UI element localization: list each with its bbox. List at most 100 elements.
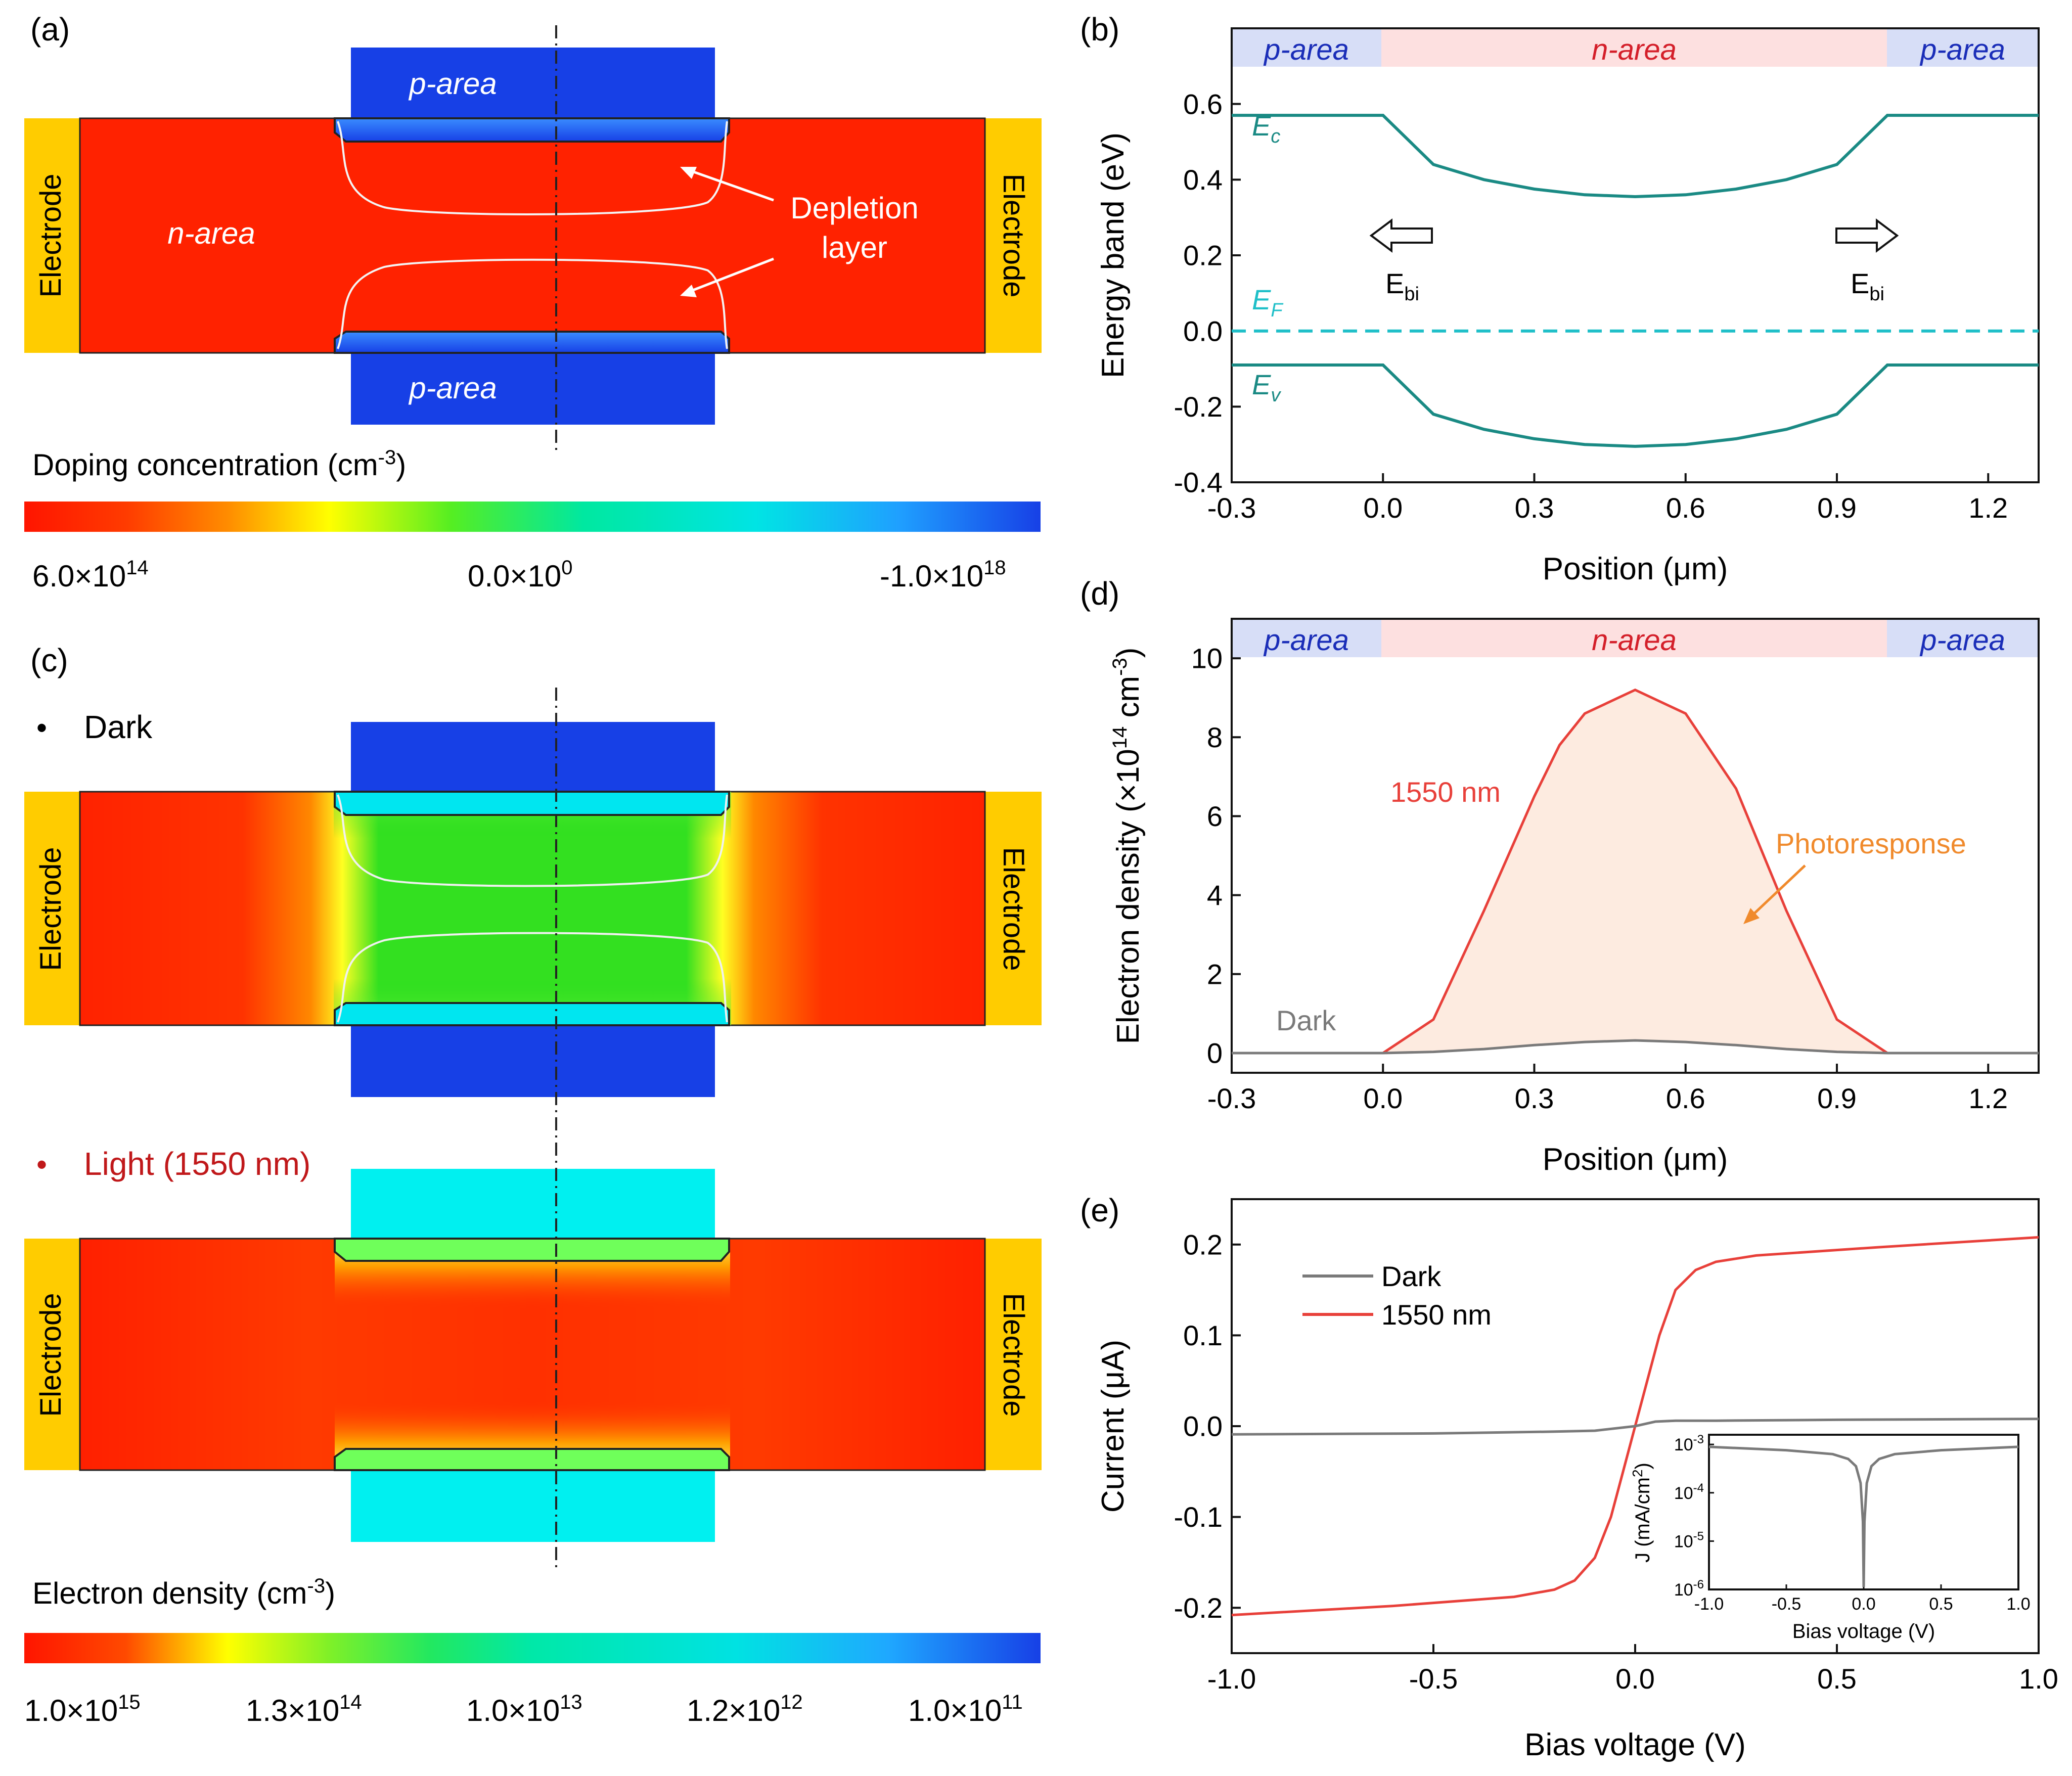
built-in-field-arrow-right [1835, 218, 1899, 253]
region-label-n-b: n-area [1592, 33, 1677, 66]
x-axis-label-d: Position (μm) [1543, 1142, 1728, 1177]
dark-right-electrode [985, 792, 1042, 1025]
doping-colorbar [24, 502, 1041, 532]
dark-depletion-top [337, 794, 728, 887]
inset-y-tick-label: 10-6 [1674, 1578, 1704, 1600]
region-band-p-right-b [1887, 28, 2039, 67]
x-tick-label: 1.2 [1968, 1082, 2008, 1114]
x-tick-label: 1.2 [1968, 492, 2008, 524]
light-n-area-vertical-shade [335, 1239, 730, 1470]
x-tick-label: 0.6 [1666, 1082, 1705, 1114]
photoresponse-arrowhead [1743, 908, 1760, 924]
depletion-arrow-bottom [685, 257, 774, 295]
electron-tick-1: 1.3×1014 [246, 1691, 362, 1727]
inset-y-tick-label: 10-5 [1674, 1529, 1704, 1551]
series-d [1232, 688, 2039, 1055]
y-tick-label: 0.4 [1183, 164, 1223, 196]
panel-c: (c) • Dark Electrode Electrode • Light (… [24, 642, 1042, 1727]
y-tick-label: 0.2 [1183, 240, 1223, 271]
built-in-field-arrow-left [1369, 218, 1433, 253]
light-left-electrode [24, 1239, 80, 1470]
plot-frame-b [1231, 27, 2040, 483]
p-n-junction-bottom [334, 331, 730, 354]
series-e [1231, 1236, 2039, 1617]
depletion-boundary-top [337, 121, 728, 215]
inset-x-tick-label: 0.5 [1929, 1595, 1953, 1614]
dark-electrode-left-label: Electrode [34, 847, 67, 971]
y-tick-label: -0.1 [1174, 1501, 1223, 1533]
inset-x-axis-label: Bias voltage (V) [1792, 1620, 1935, 1643]
series-dark-line [1231, 1418, 2039, 1436]
left-electrode [24, 118, 80, 353]
x-tick-label: 0.3 [1515, 492, 1554, 524]
electrode-right-label: Electrode [997, 173, 1030, 297]
doping-tick-0: 6.0×1014 [32, 557, 149, 593]
dark-left-electrode [24, 792, 80, 1025]
valence-band-line [1232, 363, 2039, 448]
electron-tick-3: 1.2×1012 [687, 1691, 803, 1727]
x-axis-label-e: Bias voltage (V) [1524, 1727, 1746, 1762]
inset-x-tick-label: -0.5 [1772, 1595, 1801, 1614]
panel-e: (e) -0.2-0.10.00.10.2 -1.0 -0.5 0.0 0.5 1.0 … [1080, 1192, 2058, 1762]
light-p-area-bottom [351, 1469, 715, 1542]
light-junction-bottom [334, 1448, 730, 1471]
panel-c-label: (c) [30, 642, 68, 678]
inset-y-ticks: 10-3 10-4 10-5 10-6 [1674, 1433, 1714, 1600]
region-label-p-left-b: p-area [1263, 33, 1349, 66]
electron-tick-0: 1.0×1015 [24, 1691, 141, 1727]
ebi-label-left: Ebi [1385, 267, 1419, 305]
dark-junction-top [334, 791, 730, 816]
y-tick-label: -0.2 [1174, 391, 1223, 423]
light-junction-top [334, 1238, 730, 1262]
y-tick-label: 4 [1207, 879, 1223, 911]
dark-condition-label: Dark [84, 709, 153, 745]
ev-label: Ev [1252, 369, 1281, 406]
region-band-n-b [1381, 28, 1887, 67]
x-ticks-b: -0.3 0.0 0.3 0.6 0.9 1.2 [1207, 473, 2008, 524]
y-tick-label: 10 [1191, 643, 1223, 674]
p-area-top-block [351, 48, 715, 128]
series-b [1232, 114, 2039, 448]
x-tick-label: -1.0 [1207, 1663, 1256, 1695]
x-ticks-d: -0.3 0.0 0.3 0.6 0.9 1.2 [1207, 1064, 2008, 1114]
y-tick-label: 0.6 [1183, 88, 1223, 120]
x-ticks-e: -1.0 -0.5 0.0 0.5 1.0 [1207, 1644, 2058, 1695]
depletion-arrowhead-bottom [680, 285, 697, 297]
ec-label: Ec [1252, 110, 1280, 147]
y-axis-label-e: Current (μA) [1096, 1340, 1131, 1513]
dark-p-area-top [351, 722, 715, 794]
doping-tick-1: 0.0×100 [468, 557, 572, 593]
region-label-p-right-b: p-area [1919, 33, 2005, 66]
x-tick-label: 0.6 [1666, 492, 1705, 524]
light-p-area-top [351, 1169, 715, 1239]
dark-p-area-bottom [351, 1024, 715, 1097]
y-tick-label: -0.4 [1174, 467, 1223, 498]
p-n-junction-top [334, 117, 730, 143]
light-right-electrode [985, 1239, 1042, 1470]
plot-frame-d [1231, 618, 2040, 1074]
label-photoresponse: Photoresponse [1776, 828, 1966, 859]
y-tick-label: 6 [1207, 800, 1223, 832]
doping-colorbar-title: Doping concentration (cm-3) [32, 446, 406, 482]
y-tick-label: 0.0 [1183, 1410, 1223, 1442]
y-tick-label: 0.2 [1183, 1228, 1223, 1260]
y-axis-label-b: Energy band (eV) [1096, 132, 1131, 378]
p-area-bottom-block [351, 346, 715, 425]
panel-b: (b) p-area n-area p-area -0.4 -0.2 0.0 0.2 0… [1080, 11, 2040, 586]
y-tick-label: 0.0 [1183, 315, 1223, 347]
ebi-label-right: Ebi [1851, 267, 1884, 305]
dark-depletion-bottom [337, 932, 728, 1023]
y-axis-label-d: Electron density (×1014 cm-3) [1109, 648, 1146, 1044]
panel-d-label: (d) [1080, 575, 1119, 612]
light-bullet: • [36, 1148, 47, 1181]
region-label-p-right-d: p-area [1919, 624, 2005, 657]
inset-x-tick-label: 1.0 [2006, 1595, 2030, 1614]
x-tick-label: -0.3 [1207, 1082, 1256, 1114]
light-condition-label: Light (1550 nm) [84, 1146, 310, 1182]
light-electrode-left-label: Electrode [34, 1293, 67, 1417]
y-tick-label: -0.2 [1174, 1592, 1223, 1624]
electrode-left-label: Electrode [34, 173, 67, 297]
photoresponse-arrow [1749, 864, 1806, 918]
n-area-label: n-area [167, 216, 255, 250]
region-band-p-left-d [1232, 619, 1381, 657]
